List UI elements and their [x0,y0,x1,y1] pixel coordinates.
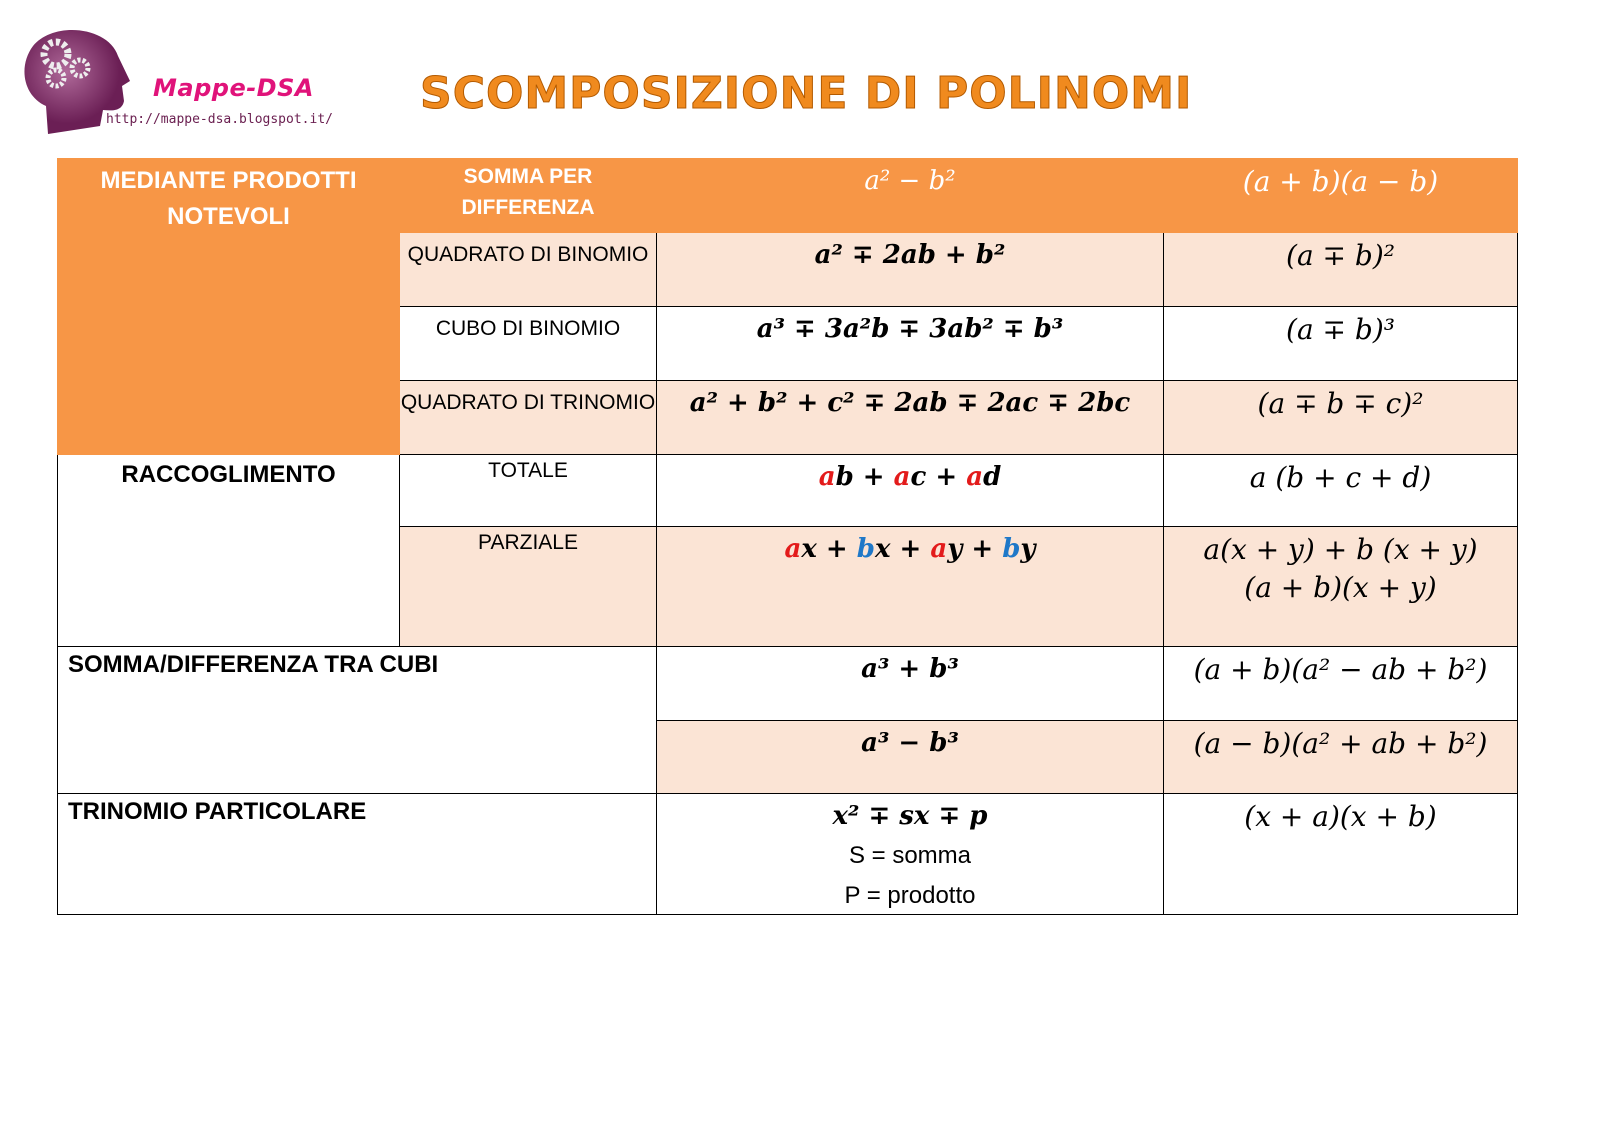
factorization-table: MEDIANTE PRODOTTI NOTEVOLI SOMMA PER DIF… [57,158,1518,915]
formula-term: a [784,534,802,564]
table-row: CUBO DI BINOMIO a³ ∓ 3a²b ∓ 3ab² ∓ b³ (a… [58,306,1518,381]
formula-term: x + [801,534,857,564]
fact-parziale-1: a(x + y) + b (x + y) [1203,533,1478,566]
formula-term: a [930,534,948,564]
fact-cubo-binomio: (a ∓ b)³ [1286,313,1395,346]
formula-term: b [1002,534,1021,564]
fact-parziale-2: (a + b)(x + y) [1244,571,1437,604]
formula-term: d [983,462,1002,492]
label-totale: TOTALE [399,454,657,527]
fact-differenza-cubi: (a − b)(a² + ab + b²) [1193,727,1488,760]
label-parziale: PARZIALE [399,526,657,647]
fact-somma-cubi: (a + b)(a² − ab + b²) [1193,653,1488,686]
category-trinomio: TRINOMIO PARTICOLARE [57,793,657,915]
note-somma: S = somma [848,842,972,869]
table-row: RACCOGLIMENTO TOTALE ab + ac + ad a (b +… [57,454,1518,647]
head-gears-icon [24,29,130,134]
label-quadrato-binomio: QUADRATO DI BINOMIO [399,232,657,307]
formula-term: b [856,534,875,564]
expr-trinomio: x² ∓ sx ∓ p [832,801,988,831]
expr-somma-differenza: a² − b² [864,166,956,196]
formula-term: c + [910,462,967,492]
brand-url: http://mappe-dsa.blogspot.it/ [106,112,333,127]
expr-somma-cubi: a³ + b³ [861,654,959,684]
formula-term: b + [835,462,894,492]
formula-term: a [818,462,836,492]
label-quadrato-trinomio: QUADRATO DI TRINOMIO [399,380,657,455]
page-title: SCOMPOSIZIONE DI POLINOMI [419,68,1193,120]
label-somma-per-differenza: SOMMA PER DIFFERENZA [399,158,657,233]
table-row: QUADRATO DI TRINOMIO a² + b² + c² ∓ 2ab … [58,380,1518,455]
table-row: PARZIALE ax + bx + ay + by a(x + y) + b … [58,526,1518,647]
formula-term: a [966,462,984,492]
logo: Mappe-DSA http://mappe-dsa.blogspot.it/ [8,12,368,134]
fact-totale: a (b + c + d) [1249,461,1432,494]
category-prodotti-notevoli: MEDIANTE PRODOTTI NOTEVOLI [57,158,400,455]
category-cubi: SOMMA/DIFFERENZA TRA CUBI [57,646,657,794]
formula-term: a [893,462,911,492]
expr-cubo-binomio: a³ ∓ 3a²b ∓ 3ab² ∓ b³ [756,314,1064,344]
note-prodotto: P = prodotto [844,882,976,909]
expr-quadrato-binomio: a² ∓ 2ab + b² [814,240,1006,270]
fact-somma-differenza: (a + b)(a − b) [1242,165,1439,198]
expr-differenza-cubi: a³ − b³ [861,728,959,758]
expr-totale: ab + ac + ad [657,455,1163,495]
fact-trinomio: (x + a)(x + b) [1244,800,1437,833]
expr-parziale: ax + bx + ay + by [657,527,1163,567]
brand-name: Mappe-DSA [153,74,314,102]
table-row: MEDIANTE PRODOTTI NOTEVOLI SOMMA PER DIF… [57,158,1518,455]
table-row: QUADRATO DI BINOMIO a² ∓ 2ab + b² (a ∓ b… [58,232,1518,307]
formula-term: x + [874,534,931,564]
label-cubo-binomio: CUBO DI BINOMIO [399,306,657,381]
fact-quadrato-binomio: (a ∓ b)² [1286,239,1395,272]
category-raccoglimento: RACCOGLIMENTO [57,454,400,647]
expr-quadrato-trinomio: a² + b² + c² ∓ 2ab ∓ 2ac ∓ 2bc [689,388,1131,418]
fact-quadrato-trinomio: (a ∓ b ∓ c)² [1257,387,1424,420]
formula-term: y [1020,534,1036,564]
table-row: a³ − b³ (a − b)(a² + ab + b²) [58,720,1518,794]
table-row: TRINOMIO PARTICOLARE x² ∓ sx ∓ p S = som… [57,793,1518,915]
table-row: SOMMA/DIFFERENZA TRA CUBI a³ + b³ (a + b… [57,646,1518,794]
formula-term: y + [947,534,1003,564]
